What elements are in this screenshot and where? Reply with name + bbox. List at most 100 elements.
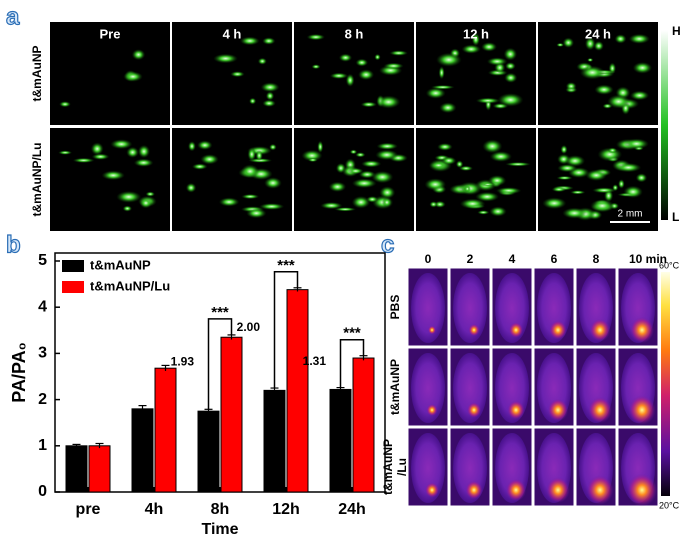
bar	[220, 336, 243, 493]
y-tick-label: 5	[38, 252, 47, 269]
colorbar-high: 60°C	[659, 260, 680, 270]
hot-spot	[546, 477, 570, 503]
signal-blob	[91, 153, 110, 160]
bar	[131, 408, 154, 493]
signal-blob	[585, 169, 607, 181]
signal-blob	[584, 37, 596, 51]
signal-blob	[239, 36, 260, 46]
signal-blob	[542, 197, 567, 210]
signal-blob	[492, 103, 509, 109]
x-axis-label: Time	[201, 521, 238, 538]
signal-blob	[197, 140, 213, 150]
mouse-body	[411, 353, 445, 423]
column-label: 2	[467, 252, 474, 266]
signal-blob	[480, 182, 496, 187]
signal-blob	[366, 196, 379, 203]
row-label: t&mAuNP	[30, 46, 44, 102]
signal-blob	[556, 42, 565, 47]
legend-label: t&mAuNP	[90, 257, 151, 272]
signal-blob	[241, 194, 260, 200]
signal-blob	[301, 149, 323, 162]
signal-blob	[628, 33, 650, 44]
column-label: 24 h	[585, 26, 611, 41]
signal-blob	[430, 85, 455, 90]
bar	[286, 289, 309, 493]
signal-blob	[90, 142, 104, 156]
signal-blob	[459, 165, 474, 171]
panel-label: c	[381, 231, 394, 258]
y-tick-label: 4	[38, 298, 47, 315]
signal-blob	[614, 34, 627, 44]
signal-blob	[579, 65, 605, 80]
signal-blob	[439, 102, 457, 114]
signal-blob	[590, 199, 615, 213]
signal-blob	[328, 181, 347, 192]
signal-blob	[355, 152, 366, 158]
row-label: t&mAuNP	[388, 359, 402, 415]
mouse-body	[453, 273, 487, 343]
legend-swatch	[62, 260, 84, 272]
signal-blob	[560, 144, 568, 155]
signal-blob	[358, 170, 376, 179]
row-label: t&mAuNP	[381, 439, 395, 495]
signal-blob	[122, 205, 133, 212]
hot-spot	[508, 322, 524, 338]
hot-spot	[425, 482, 439, 498]
hot-spot	[628, 395, 656, 425]
signal-blob	[475, 97, 501, 104]
row-label: t&mAuNP/Lu	[30, 143, 44, 217]
signal-blob	[262, 99, 276, 107]
signal-blob	[459, 198, 486, 210]
signal-blob	[504, 72, 518, 83]
signal-blob	[306, 33, 326, 41]
legend-label: t&mAuNP/Lu	[90, 278, 170, 293]
signal-blob	[592, 187, 617, 194]
signal-blob	[477, 210, 490, 215]
signal-blob	[361, 160, 382, 168]
signal-blob	[188, 141, 196, 152]
signal-blob	[375, 149, 399, 161]
signal-blob	[489, 151, 513, 162]
column-label: 8	[593, 252, 600, 266]
pa-image	[50, 22, 170, 125]
signal-blob	[351, 178, 377, 189]
signal-blob	[255, 149, 263, 162]
column-label: 4 h	[223, 26, 242, 41]
significance-bracket	[207, 318, 233, 410]
hot-spot	[586, 475, 614, 505]
signal-blob	[123, 71, 143, 82]
signal-blob	[307, 157, 318, 163]
signal-blob	[587, 57, 594, 62]
significance-label: ***	[343, 325, 361, 342]
column-label: 10 min	[629, 252, 667, 266]
signal-blob	[374, 53, 381, 61]
hot-spot	[630, 316, 654, 344]
signal-blob	[371, 170, 394, 184]
signal-blob	[145, 191, 156, 197]
y-axis-label: PA/PA₀	[9, 342, 29, 402]
signal-blob	[429, 201, 438, 208]
signal-blob	[630, 90, 650, 101]
signal-blob	[137, 144, 151, 159]
signal-blob	[249, 97, 257, 105]
mouse-body	[411, 273, 445, 343]
signal-blob	[246, 208, 267, 219]
signal-blob	[126, 146, 139, 158]
signal-blob	[260, 82, 280, 93]
signal-blob	[565, 81, 577, 91]
signal-blob	[360, 101, 377, 108]
signal-blob	[434, 200, 446, 208]
signal-blob	[505, 162, 531, 167]
bar	[263, 389, 286, 493]
panel-label: a	[6, 3, 20, 30]
colorbar-low: 20°C	[659, 500, 680, 510]
x-tick-label: 12h	[272, 501, 300, 518]
hot-spot	[549, 320, 567, 340]
signal-blob	[265, 91, 275, 101]
signal-blob	[607, 94, 631, 109]
column-label: 6	[551, 252, 558, 266]
signal-blob	[594, 84, 614, 95]
signal-blob	[101, 170, 125, 181]
signal-blob	[257, 57, 267, 65]
signal-blob	[505, 62, 516, 71]
